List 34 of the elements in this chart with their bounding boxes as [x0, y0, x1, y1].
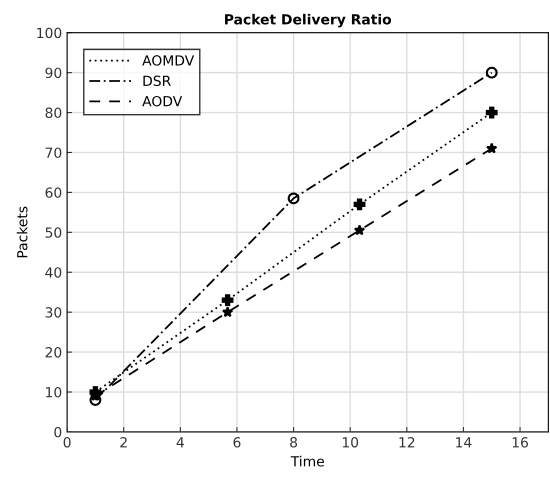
legend-label: AODV	[142, 96, 182, 106]
y-tick-label: 0	[54, 426, 62, 438]
y-tick-label: 50	[46, 227, 62, 238]
x-tick-label: 14	[456, 437, 472, 448]
point	[222, 294, 234, 306]
x-tick-label: 0	[64, 437, 71, 448]
y-tick-label: 20	[46, 347, 62, 358]
point	[486, 142, 498, 154]
x-tick-label: 10	[342, 437, 358, 448]
x-axis-title: Time	[290, 456, 324, 467]
chart-title: Packet Delivery Ratio	[225, 14, 392, 28]
y-tick-label: 90	[45, 68, 62, 78]
x-tick-label: 12	[399, 437, 414, 448]
x-tick-label: 16	[512, 437, 528, 448]
y-tick-label: 30	[46, 307, 62, 318]
point	[486, 66, 498, 79]
point	[288, 192, 300, 204]
point	[354, 224, 366, 236]
x-tick-label: 8	[290, 437, 298, 448]
legend-label: DSR	[143, 76, 171, 86]
y-tick-label: 10	[46, 386, 62, 398]
point	[354, 198, 366, 210]
point	[486, 106, 498, 118]
y-tick-label: 60	[46, 187, 62, 198]
legend-label: AOMDV	[142, 55, 194, 66]
x-tick-label: 2	[120, 437, 127, 448]
y-axis-title: Packets	[16, 206, 28, 258]
y-tick-label: 40	[45, 267, 62, 278]
y-tick-label: 70	[46, 147, 62, 158]
y-tick-label: 100	[37, 28, 62, 38]
point	[222, 306, 234, 318]
x-tick-label: 6	[234, 437, 240, 448]
x-tick-label: 4	[176, 437, 184, 448]
y-tick-label: 80	[46, 108, 62, 118]
